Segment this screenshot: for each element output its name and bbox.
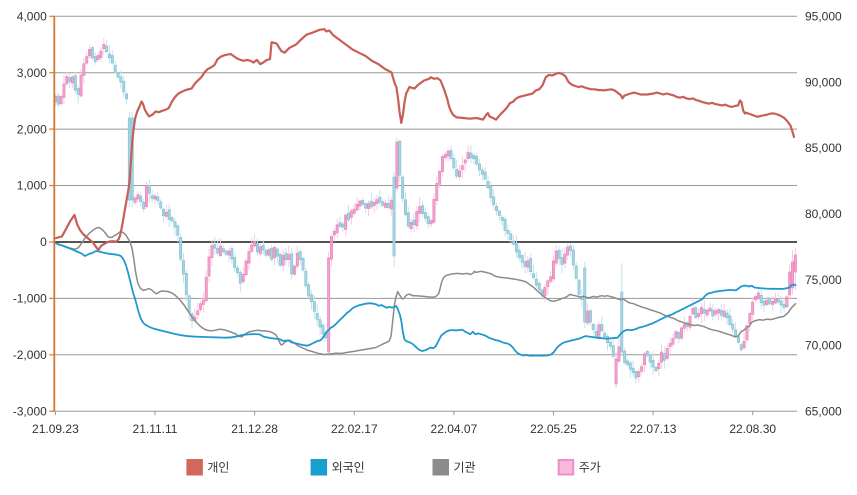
svg-text:-3,000: -3,000 — [13, 404, 47, 418]
svg-text:65,000: 65,000 — [805, 404, 842, 418]
svg-text:외국인: 외국인 — [332, 461, 365, 475]
svg-text:70,000: 70,000 — [805, 339, 842, 353]
svg-text:3,000: 3,000 — [17, 66, 47, 80]
svg-text:22.05.25: 22.05.25 — [530, 422, 577, 436]
svg-text:기관: 기관 — [454, 461, 476, 475]
svg-text:주가: 주가 — [579, 461, 601, 475]
svg-text:4,000: 4,000 — [17, 10, 47, 24]
svg-text:80,000: 80,000 — [805, 207, 842, 221]
svg-text:90,000: 90,000 — [805, 75, 842, 89]
svg-text:-2,000: -2,000 — [13, 348, 47, 362]
svg-text:95,000: 95,000 — [805, 10, 842, 24]
svg-text:22.07.13: 22.07.13 — [630, 422, 677, 436]
svg-text:22.08.30: 22.08.30 — [729, 422, 776, 436]
svg-text:22.04.07: 22.04.07 — [431, 422, 478, 436]
svg-text:1,000: 1,000 — [17, 179, 47, 193]
svg-text:21.09.23: 21.09.23 — [32, 422, 79, 436]
svg-text:21.12.28: 21.12.28 — [231, 422, 278, 436]
svg-text:75,000: 75,000 — [805, 273, 842, 287]
svg-text:-1,000: -1,000 — [13, 292, 47, 306]
svg-text:개인: 개인 — [207, 461, 229, 475]
svg-text:2,000: 2,000 — [17, 122, 47, 136]
svg-text:22.02.17: 22.02.17 — [331, 422, 378, 436]
svg-text:21.11.11: 21.11.11 — [133, 422, 178, 436]
svg-text:85,000: 85,000 — [805, 141, 842, 155]
svg-text:0: 0 — [40, 235, 47, 249]
